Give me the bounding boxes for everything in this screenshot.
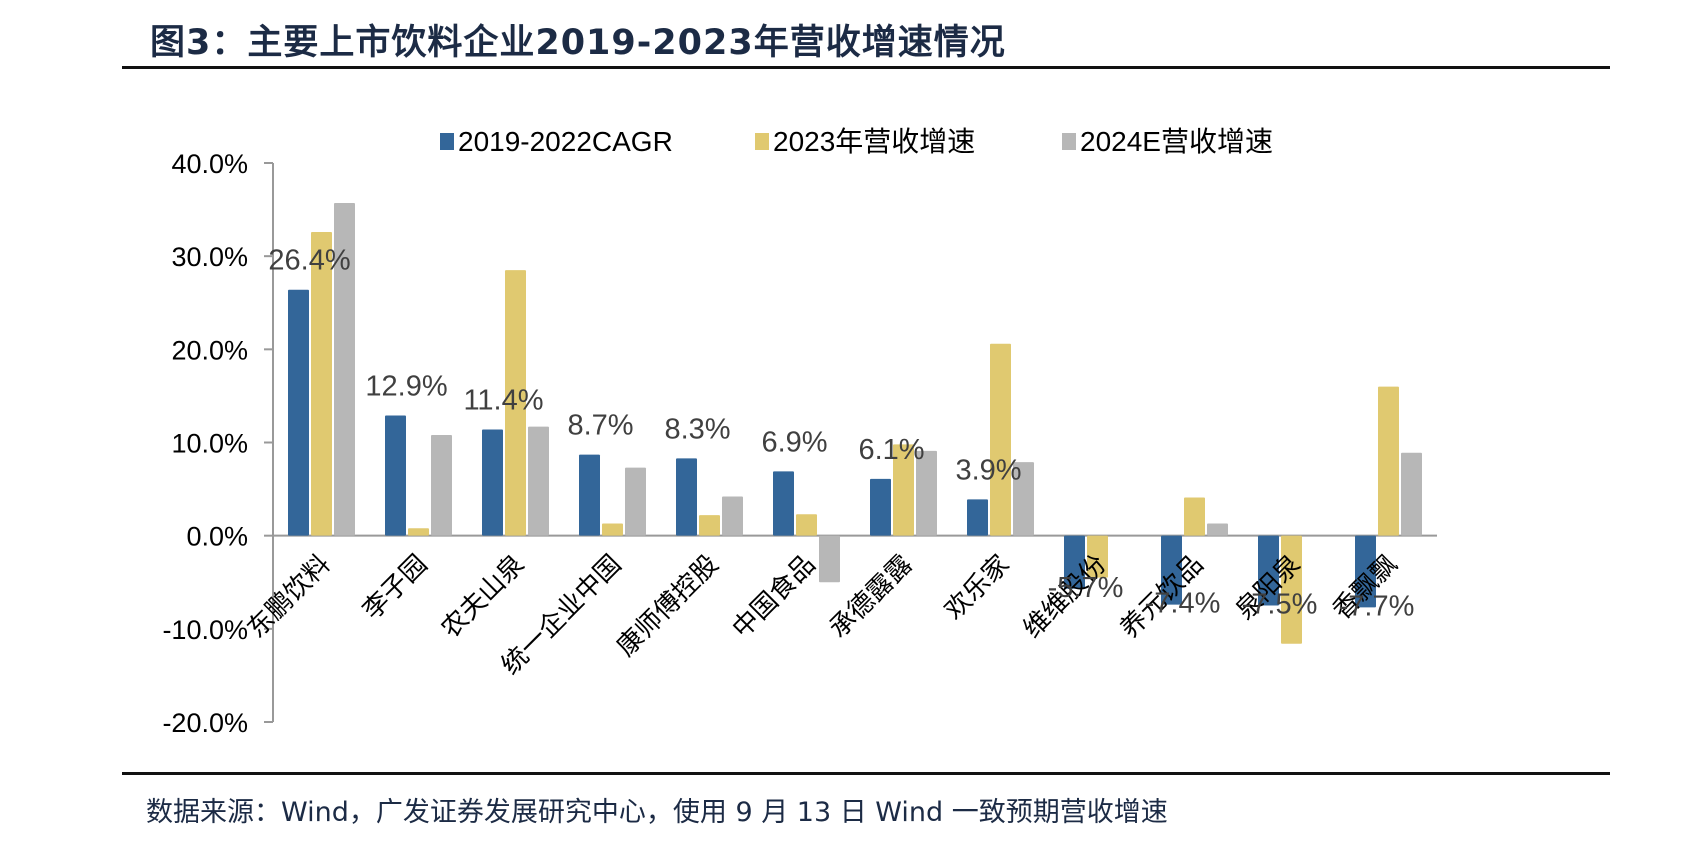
data-label: 6.9% [761,426,827,458]
data-labels: 26.4% 12.9% 11.4% 8.7% 8.3% 6.9% 6.1% 3.9% -5.7%… [268,245,1414,623]
data-label: -7.5% [1242,589,1318,621]
bar-2 [1378,386,1399,536]
bar-3 [431,435,452,536]
bar-2 [1087,535,1108,578]
x-category-label: 欢乐家 [939,549,1015,625]
y-tick-label: 40.0% [171,149,248,179]
bar-3 [625,467,646,536]
bar-1 [1161,535,1182,605]
bar-2 [796,514,817,536]
x-category-label: 中国食品 [727,549,822,644]
bar-1 [482,429,503,536]
bar-3 [916,450,937,536]
bar-2 [408,528,429,536]
bar-2 [1184,497,1205,536]
legend-label-2: 2023年营收增速 [773,126,975,157]
data-label: 11.4% [463,384,543,416]
legend-swatch-3 [1062,133,1076,150]
bar-2 [505,270,526,536]
data-label: 12.9% [365,370,447,402]
y-tick-label: -20.0% [162,708,248,738]
bar-3 [1207,523,1228,536]
x-category-label: 李子园 [357,549,433,625]
data-label: 3.9% [955,454,1021,486]
bar-1 [579,454,600,536]
x-category-label: 农夫山泉 [436,549,531,644]
data-label: -7.7% [1339,590,1415,622]
legend-swatch-2 [755,133,769,150]
data-label: -7.4% [1145,588,1221,620]
legend-label-3: 2024E营收增速 [1080,126,1273,157]
data-label: 8.3% [664,413,730,445]
bar-3 [819,535,840,583]
bar-1 [1258,535,1279,606]
y-tick-label: 20.0% [171,335,248,365]
bar-3 [334,203,355,536]
bar-2 [990,343,1011,536]
bars [288,203,1422,644]
bar-1 [967,499,988,536]
bar-2 [311,231,332,536]
data-label: 8.7% [567,410,633,442]
bar-3 [528,426,549,536]
y-tick-label: 0.0% [186,522,248,552]
bar-1 [870,478,891,536]
bar-2 [893,444,914,536]
bar-1 [1355,535,1376,608]
bar-1 [385,415,406,536]
bar-3 [1013,462,1034,536]
x-category-label: 东鹏饮料 [242,549,337,644]
data-label: 26.4% [268,245,350,277]
legend-swatch-1 [440,133,454,150]
bottom-divider [122,772,1610,775]
legend-label-1: 2019-2022CAGR [458,126,673,157]
bar-2 [699,515,720,536]
y-tick-label: -10.0% [162,615,248,645]
y-tick-label: 10.0% [171,429,248,459]
data-label: -5.7% [1048,572,1124,604]
bar-3 [1401,452,1422,536]
bar-2 [1281,535,1302,644]
legend: 2019-2022CAGR 2023年营收增速 2024E营收增速 [440,126,1273,157]
data-label: 6.1% [858,434,924,466]
y-tick-label: 30.0% [171,242,248,272]
bar-1 [676,458,697,536]
source-note: 数据来源：Wind，广发证券发展研究中心，使用 9 月 13 日 Wind 一致… [146,797,1168,828]
top-divider [122,66,1610,69]
bar-1 [773,471,794,536]
bar-1 [288,289,309,536]
bar-1 [1064,535,1085,589]
axes: 40.0% 30.0% 20.0% 10.0% 0.0% -10.0% -20.0% [162,149,1437,738]
bar-2 [602,523,623,536]
figure-title: 图3：主要上市饮料企业2019-2023年营收增速情况 [150,23,1006,63]
x-category-label: 康师傅控股 [611,549,724,662]
bar-3 [722,496,743,536]
